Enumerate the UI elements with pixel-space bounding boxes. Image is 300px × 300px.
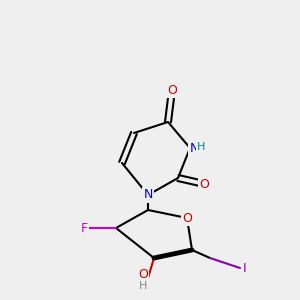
Text: O: O <box>167 83 177 97</box>
Text: O: O <box>199 178 209 191</box>
Text: H: H <box>197 142 205 152</box>
Text: H: H <box>139 281 147 291</box>
Text: I: I <box>243 262 247 275</box>
Text: O: O <box>182 212 192 224</box>
Text: N: N <box>189 142 199 154</box>
Text: N: N <box>143 188 153 202</box>
Text: F: F <box>80 221 88 235</box>
Text: O: O <box>138 268 148 281</box>
